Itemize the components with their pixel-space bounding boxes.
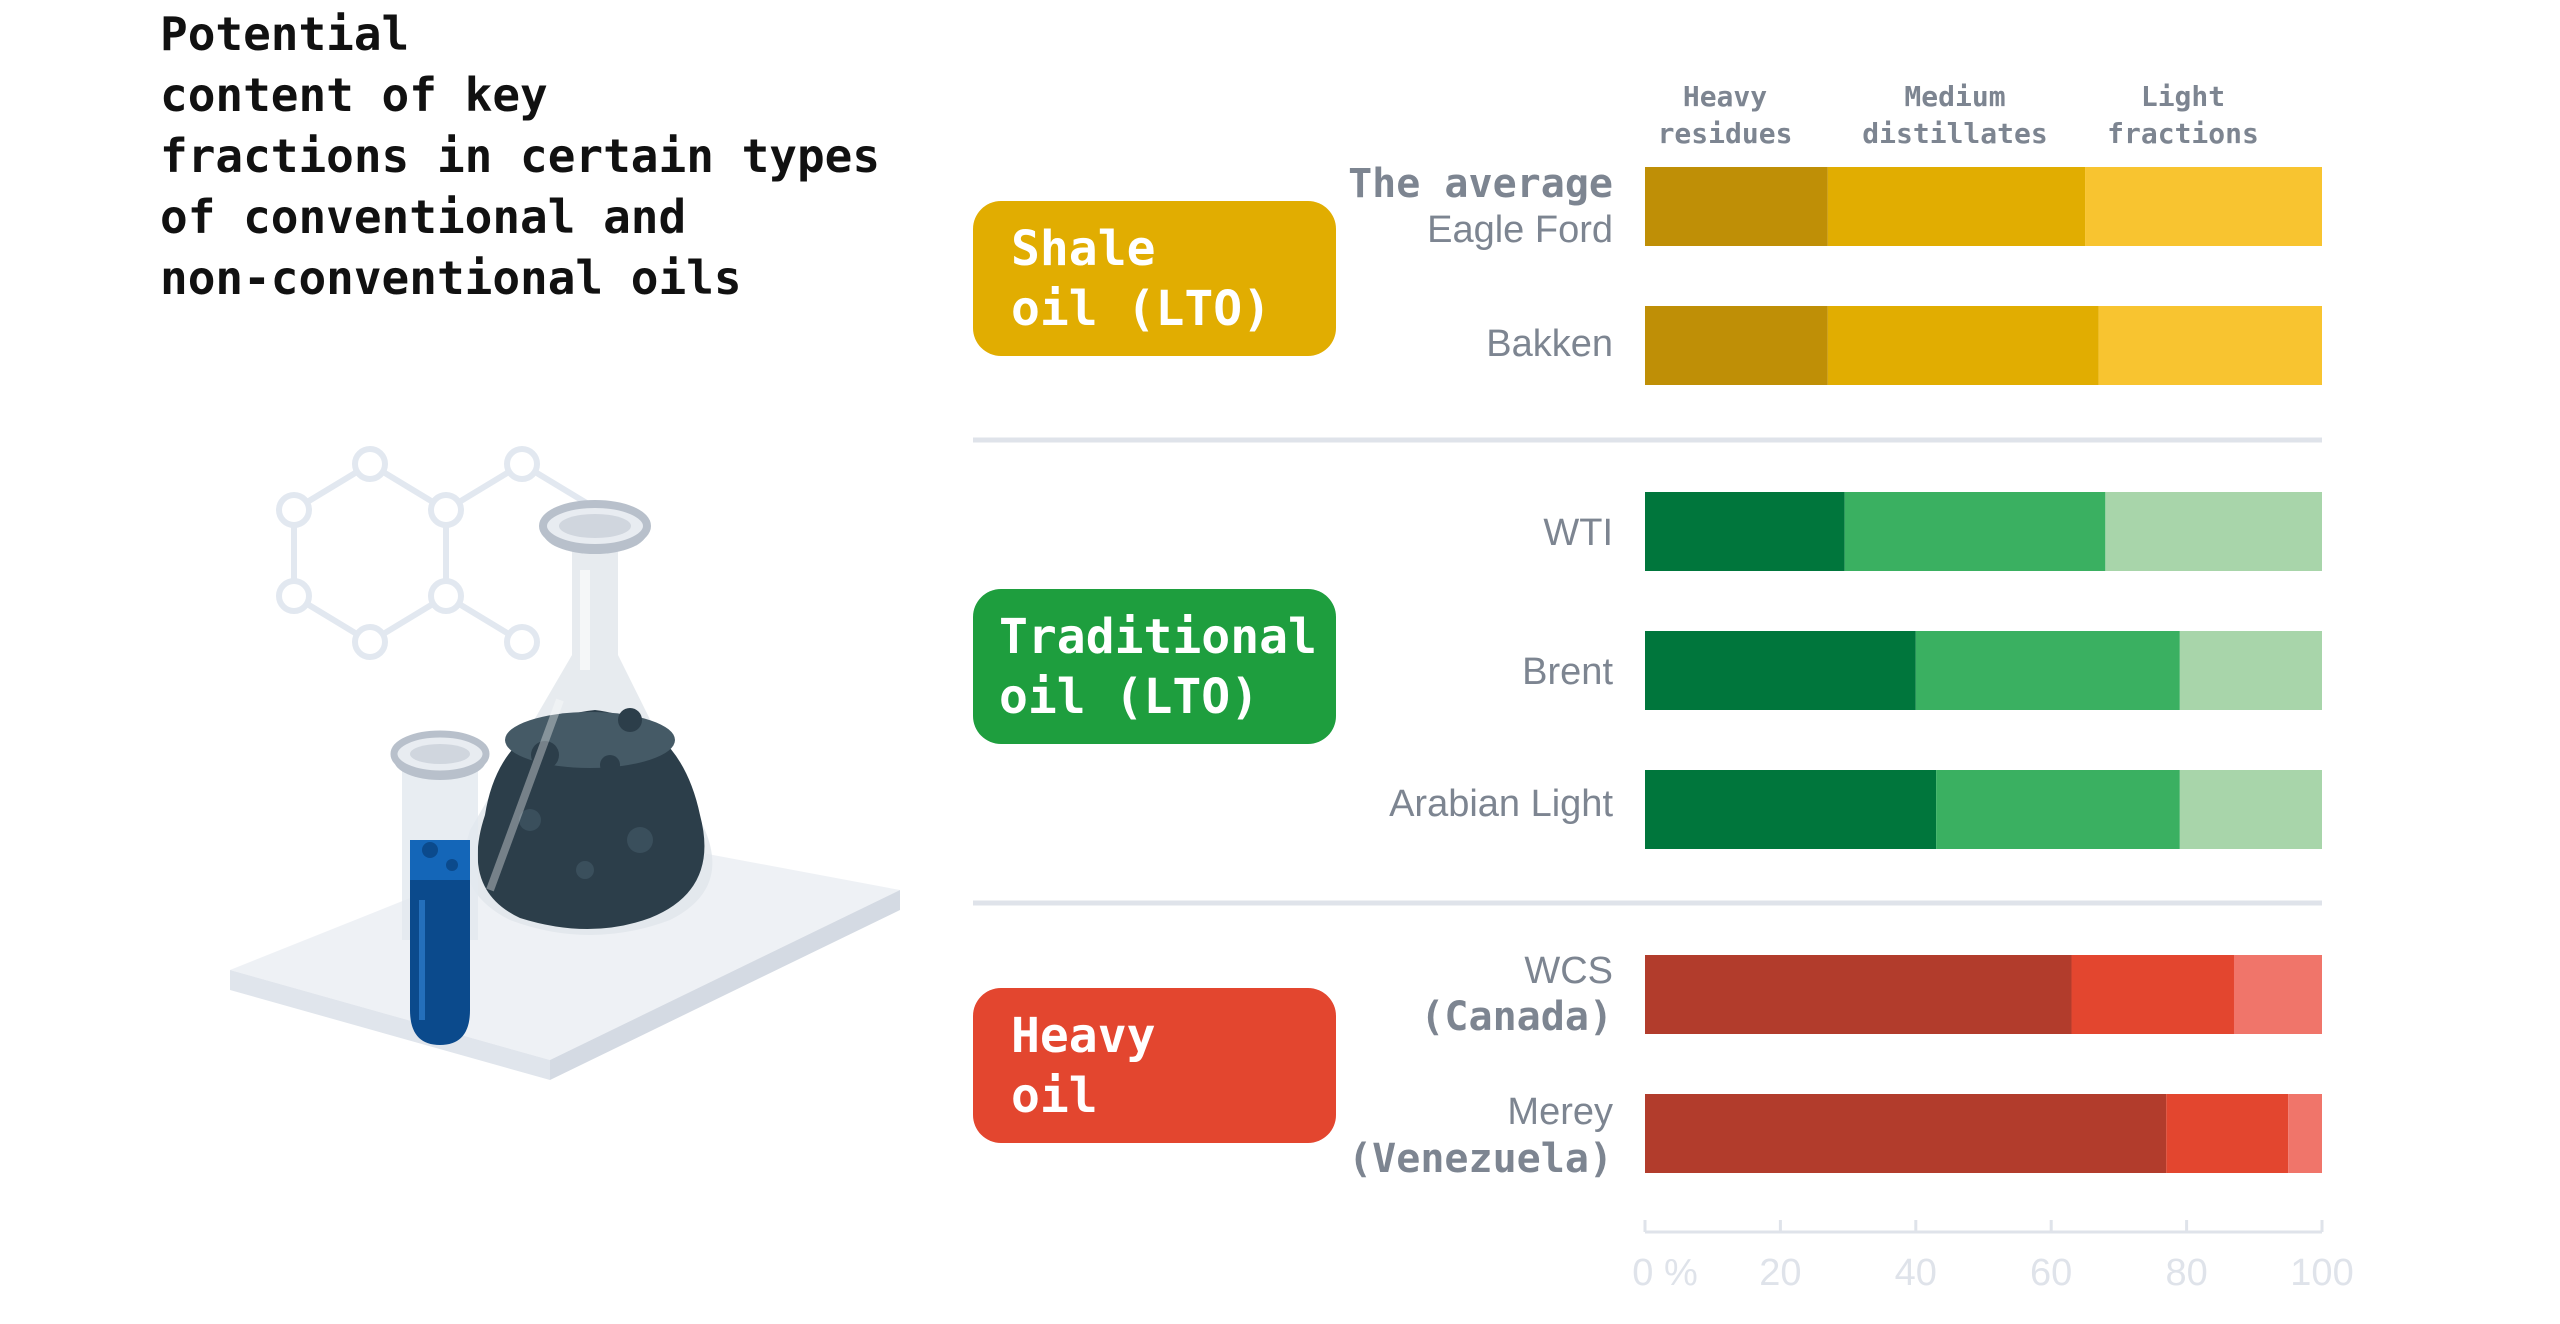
row-label: Merey — [1507, 1091, 1613, 1133]
bar-segment — [1645, 631, 1916, 710]
heavy-oil-badge: Heavy oil — [973, 988, 1336, 1143]
row-label: WTI — [1543, 512, 1613, 554]
x-tick-label: 60 — [2030, 1252, 2072, 1294]
bar-segment — [2233, 955, 2322, 1034]
bar-segment — [2288, 1094, 2322, 1173]
bar-segment — [2105, 492, 2322, 571]
row-label-bold: The average — [1348, 161, 1613, 207]
shale-oil-badge: Shale oil (LTO) — [973, 201, 1336, 356]
molecule-hexagon-icon — [276, 446, 600, 660]
row-label: WCS — [1524, 950, 1613, 992]
bar-segment — [1936, 770, 2180, 849]
bar-segment — [1645, 955, 2072, 1034]
test-tube-icon — [390, 730, 490, 1045]
row-label: Brent — [1522, 651, 1613, 693]
bar-segment — [2179, 770, 2322, 849]
x-tick-label: 80 — [2165, 1252, 2207, 1294]
bar-segment — [2179, 631, 2322, 710]
lab-tray-icon — [230, 830, 900, 1080]
bar-segment — [1645, 492, 1845, 571]
bar-segment — [1645, 167, 1828, 246]
bar-segment — [2166, 1094, 2289, 1173]
bar-segment — [1844, 492, 2106, 571]
x-tick-label: 20 — [1759, 1252, 1801, 1294]
bar-segment — [1645, 306, 1828, 385]
x-tick-label: 100 — [2290, 1252, 2353, 1294]
laboratory-flask-illustration — [230, 446, 900, 1080]
x-tick-label: 40 — [1895, 1252, 1937, 1294]
bar-segment — [1827, 167, 2086, 246]
flask-icon — [465, 500, 713, 935]
chart-title: Potential content of key fractions in ce… — [160, 7, 881, 305]
bar-segment — [2085, 167, 2322, 246]
bar-segment — [1827, 306, 2099, 385]
traditional-oil-badge: Traditional oil (LTO) — [973, 589, 1336, 744]
row-label-bold: (Canada) — [1420, 994, 1613, 1040]
row-label-bold: (Venezuela) — [1348, 1136, 1613, 1182]
bar-segment — [2098, 306, 2322, 385]
bar-segment — [1645, 1094, 2167, 1173]
row-label: Eagle Ford — [1427, 209, 1613, 251]
bar-segment — [1915, 631, 2180, 710]
x-tick-label: 0 % — [1632, 1252, 1697, 1294]
row-label: Arabian Light — [1389, 783, 1613, 825]
bar-segment — [2071, 955, 2234, 1034]
legend-label: Medium distillates — [1862, 80, 2047, 150]
bar-segment — [1645, 770, 1937, 849]
row-label: Bakken — [1486, 323, 1613, 365]
legend-label: Light fractions — [2107, 80, 2259, 150]
legend-label: Heavy residues — [1658, 80, 1793, 150]
